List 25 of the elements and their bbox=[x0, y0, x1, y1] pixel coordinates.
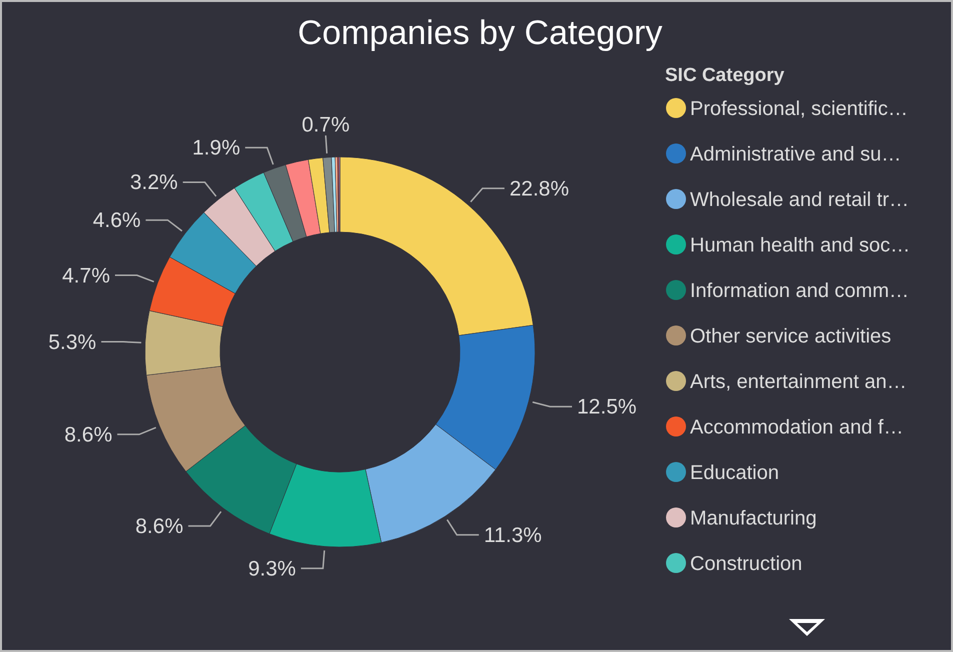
legend-label: Other service activities bbox=[690, 326, 892, 348]
data-label: 4.6% bbox=[92, 209, 141, 232]
chart-title: Companies by Category bbox=[298, 14, 662, 52]
legend-label: Human health and soc… bbox=[690, 234, 910, 256]
data-label: 8.6% bbox=[135, 514, 184, 538]
data-label: 3.2% bbox=[130, 171, 178, 194]
legend-label: Information and comm… bbox=[690, 280, 909, 302]
data-label: 0.7% bbox=[302, 113, 350, 136]
legend-label: Manufacturing bbox=[690, 508, 817, 530]
data-label: 8.6% bbox=[64, 423, 112, 446]
legend-label: Accommodation and f… bbox=[690, 416, 904, 438]
legend-label: Education bbox=[690, 462, 779, 484]
data-label: 5.3% bbox=[48, 330, 96, 354]
legend-label: Arts, entertainment an… bbox=[690, 371, 907, 393]
legend-label: Wholesale and retail tr… bbox=[690, 189, 909, 211]
legend-label: Construction bbox=[690, 553, 802, 575]
data-label: 22.8% bbox=[509, 177, 570, 200]
data-label: 1.9% bbox=[192, 136, 240, 160]
legend-title: SIC Category bbox=[665, 65, 785, 86]
data-label: 11.3% bbox=[484, 524, 542, 547]
legend-label: Professional, scientific… bbox=[690, 98, 908, 120]
data-label: 4.7% bbox=[62, 264, 110, 288]
legend-label: Administrative and su… bbox=[690, 144, 902, 166]
data-label: 12.5% bbox=[577, 396, 637, 419]
data-label: 9.3% bbox=[248, 557, 296, 580]
